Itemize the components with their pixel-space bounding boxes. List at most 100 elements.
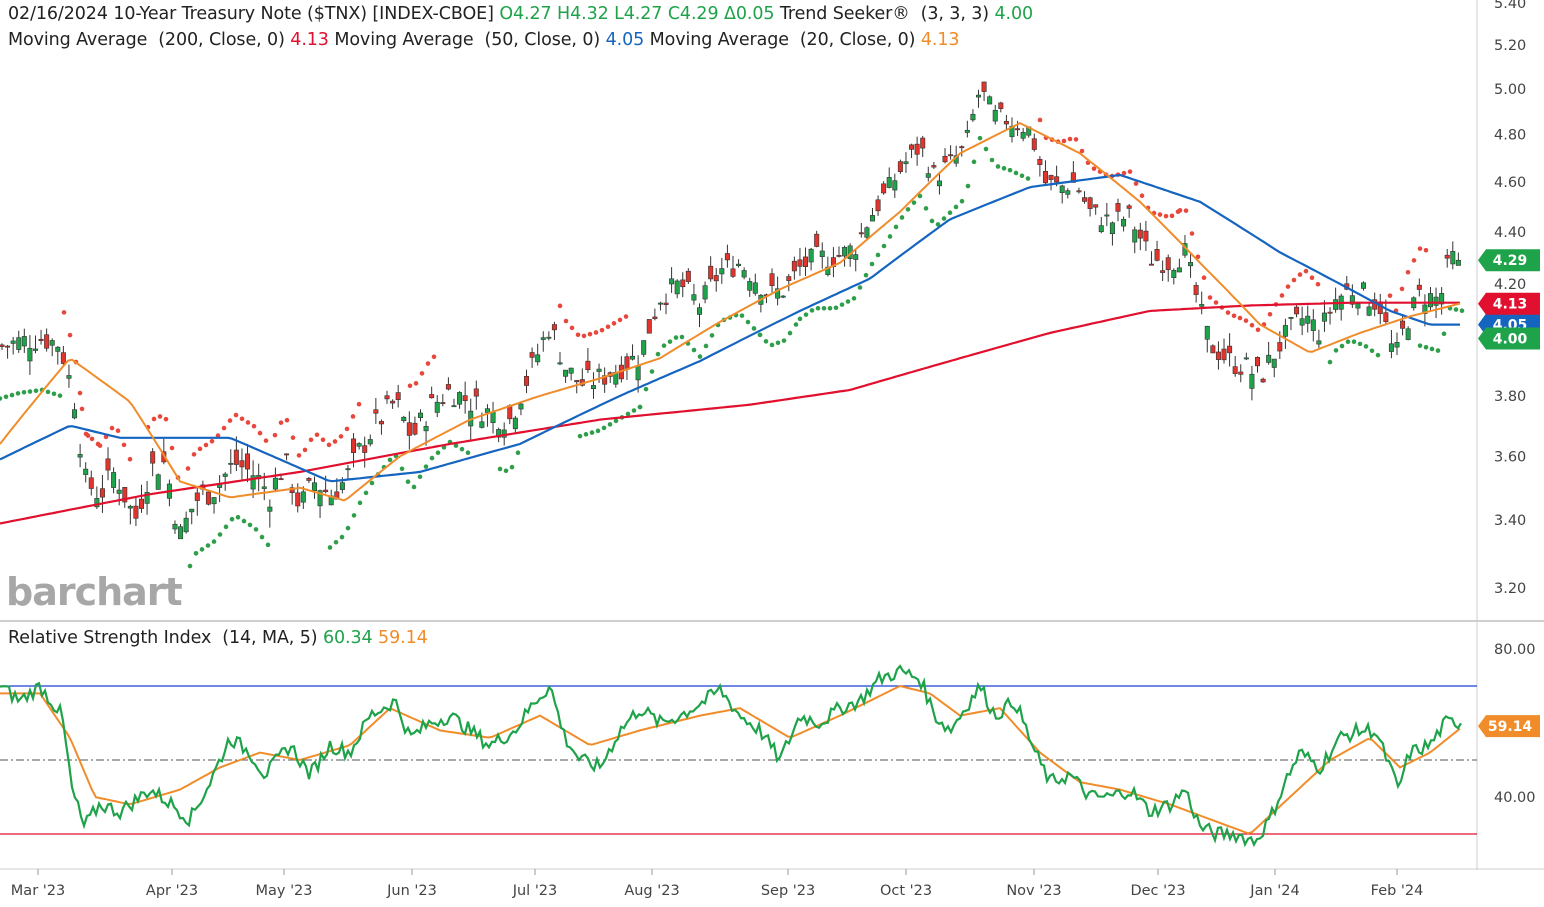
candle-body (1400, 320, 1406, 329)
candle-body (406, 422, 412, 436)
trend-seeker-dot-up (21, 389, 27, 395)
candle-body (311, 482, 317, 492)
candle-body (1349, 295, 1355, 305)
trend-seeker-dot-down (257, 430, 263, 436)
candle-body (490, 411, 496, 423)
trend-seeker-dot-up (881, 243, 887, 249)
last-price-badge-shape (1478, 249, 1540, 272)
trend-seeker-dot-down (1417, 246, 1423, 251)
trend-seeker-dot-up (625, 411, 631, 417)
trend-seeker-dot-down (67, 332, 73, 338)
trend-seeker-dot-up (803, 312, 809, 317)
trend-seeker-dot-down (569, 325, 575, 331)
trend-seeker-label: Trend Seeker® (779, 4, 910, 24)
trend-seeker-dot-down (1297, 272, 1303, 277)
trend-seeker-dot-up (745, 319, 751, 325)
trend-seeker-dot-down (1163, 213, 1169, 219)
trend-seeker-dot-down (1183, 208, 1189, 213)
trend-seeker-dot-up (905, 207, 911, 212)
candle-body (903, 161, 909, 165)
candle-body (1059, 185, 1065, 193)
trend-seeker-dot-down (1387, 293, 1393, 298)
trend-seeker-dot-down (599, 327, 605, 333)
candle-body (1271, 358, 1277, 368)
price-axis-tick: 4.40 (1494, 225, 1526, 241)
trend-seeker-dot-up (515, 450, 521, 456)
candle-body (139, 498, 145, 509)
trend-seeker-dot-down (1073, 137, 1079, 142)
candle-body (551, 324, 557, 331)
trend-seeker-dot-down (79, 406, 85, 412)
trend-seeker-dot-up (595, 428, 601, 434)
trend-seeker-dot-up (33, 388, 39, 394)
candle-body (1439, 293, 1445, 305)
candle-body (373, 409, 379, 414)
trend-seeker-dot-up (887, 234, 893, 239)
trend-seeker-dot-down (1315, 281, 1321, 287)
trend-seeker-dot-up (417, 474, 423, 480)
candle-body (1455, 259, 1461, 266)
candle-body (1210, 345, 1216, 354)
trend-seeker-dot-down (425, 361, 431, 366)
trend-seeker-dot-down (605, 324, 611, 330)
ma50-label: Moving Average (334, 30, 474, 50)
trend-seeker-dot-down (344, 426, 350, 432)
candle-body (1048, 175, 1054, 180)
candle-body (423, 426, 429, 432)
trend-seeker-dot-up (265, 542, 271, 548)
trend-seeker-dot-up (655, 351, 661, 357)
trend-seeker-dot-up (187, 563, 193, 569)
trend-seeker-dot-down (1225, 310, 1231, 315)
candle-body (228, 462, 234, 465)
ma200-badge-shape (1478, 292, 1540, 315)
trend-seeker-dot-down (1133, 181, 1139, 186)
trend-seeker-dot-down (1279, 293, 1285, 298)
last-price-badge-text: 4.29 (1493, 253, 1528, 269)
change-value: Δ0.05 (723, 4, 775, 24)
trend-seeker-dot-up (821, 306, 827, 311)
trend-seeker-dot-down (284, 417, 290, 423)
x-axis-tick-label: Feb '24 (1371, 883, 1424, 899)
trend-seeker-dot-down (326, 442, 332, 448)
candle-body (1087, 197, 1093, 209)
trend-seeker-dot-down (151, 416, 157, 422)
candle-body (975, 94, 981, 98)
candle-body (914, 143, 920, 155)
candle-body (808, 248, 814, 263)
price-axis-tick: 4.60 (1494, 175, 1526, 191)
trend-seeker-dot-down (407, 383, 413, 389)
candle-body (1221, 348, 1227, 361)
candle-body (869, 215, 875, 222)
trend-seeker-dot-up (1363, 344, 1369, 349)
candle-body (111, 472, 117, 488)
price-pane (0, 81, 1465, 569)
trend-seeker-dot-up (1351, 339, 1357, 345)
candle-body (1193, 285, 1199, 295)
candle-body (384, 395, 390, 400)
candle-body (1299, 318, 1305, 326)
candle-body (1444, 254, 1450, 259)
trend-seeker-dot-down (1207, 295, 1213, 300)
candle-body (814, 233, 820, 247)
candle-body (624, 356, 630, 370)
candle-body (323, 489, 329, 493)
trend-seeker-dot-down (413, 381, 419, 386)
candle-body (1405, 328, 1411, 340)
trend-seeker-dot-up (1001, 166, 1007, 171)
trend-seeker-dot-down (233, 412, 239, 418)
trend-seeker-value: 4.00 (994, 4, 1034, 24)
price-axis-tick: 3.20 (1494, 581, 1526, 597)
candle-body (245, 453, 251, 470)
candle-body (702, 285, 708, 300)
candle-body (496, 429, 502, 438)
trend-seeker-dot-up (1429, 346, 1435, 352)
rsi-ma-badge: 59.14 (1478, 715, 1540, 738)
trend-seeker-dot-down (89, 436, 95, 442)
trend-seeker-dot-down (1291, 277, 1297, 283)
candle-body (708, 265, 714, 280)
trend-seeker-dot-up (607, 422, 613, 427)
candle-body (66, 375, 72, 379)
trend-seeker-dot-up (503, 468, 509, 474)
candle-body (484, 408, 490, 413)
